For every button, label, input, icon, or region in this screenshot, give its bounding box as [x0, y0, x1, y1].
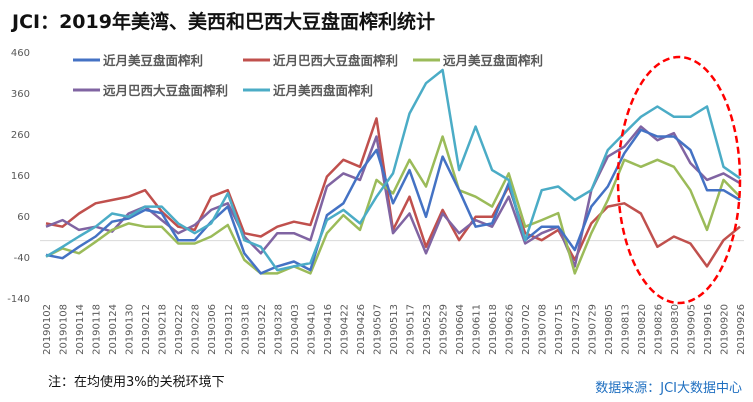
x-tick-label: 20190611 [472, 304, 483, 355]
x-tick-label: 20190124 [108, 304, 119, 355]
x-tick-label: 20190926 [736, 304, 747, 355]
y-tick-label: 160 [11, 171, 30, 182]
legend-label: 远月美豆盘面榨利 [443, 53, 543, 68]
series-line-4 [45, 68, 741, 272]
x-tick-label: 20190729 [587, 304, 598, 355]
legend-label: 近月美豆盘面榨利 [103, 53, 203, 68]
x-tick-label: 20190422 [339, 304, 350, 355]
x-tick-label: 20190212 [141, 304, 152, 355]
x-tick-label: 20190529 [439, 304, 450, 355]
x-tick-label: 20190618 [488, 304, 499, 355]
x-tick-label: 20190523 [422, 304, 433, 355]
y-tick-label: -40 [14, 253, 30, 264]
x-tick-label: 20190805 [604, 304, 615, 355]
x-tick-label: 20190820 [637, 304, 648, 355]
x-tick-label: 20190507 [372, 304, 383, 355]
x-tick-label: 20190222 [174, 304, 185, 355]
x-tick-label: 20190108 [59, 304, 70, 355]
y-tick-label: 460 [11, 48, 30, 59]
y-tick-label: -140 [7, 294, 30, 305]
x-tick-label: 20190517 [406, 304, 417, 355]
series-line-0 [45, 128, 741, 275]
x-tick-label: 20190826 [653, 304, 664, 355]
legend-label: 近月巴西大豆盘面榨利 [273, 53, 398, 68]
y-tick-label: 60 [17, 212, 30, 223]
x-tick-label: 20190626 [505, 304, 516, 355]
x-tick-label: 20190916 [703, 304, 714, 355]
x-tick-label: 20190130 [125, 304, 136, 355]
x-tick-label: 20190410 [306, 304, 317, 355]
x-tick-label: 20190723 [571, 304, 582, 355]
x-tick-label: 20190702 [521, 304, 532, 355]
x-tick-label: 20190604 [455, 304, 466, 355]
x-tick-label: 20190318 [240, 304, 251, 355]
x-tick-label: 20190322 [257, 304, 268, 355]
x-tick-label: 20190118 [92, 304, 103, 355]
series-group [45, 68, 741, 275]
series-line-2 [45, 135, 741, 275]
chart-title: JCI：2019年美湾、美西和巴西大豆盘面榨利统计 [10, 10, 435, 33]
y-tick-label: 260 [11, 130, 30, 141]
x-tick-label: 20190920 [719, 304, 730, 355]
x-tick-label: 20190708 [538, 304, 549, 355]
x-tick-label: 20190905 [686, 304, 697, 355]
x-tick-label: 20190813 [620, 304, 631, 355]
x-tick-label: 20190715 [554, 304, 565, 355]
x-tick-label: 20190426 [356, 304, 367, 355]
x-tick-label: 20190228 [191, 304, 202, 355]
legend-label: 近月美西盘面榨利 [273, 83, 373, 98]
data-source: 数据来源：JCI大数据中心 [595, 381, 742, 396]
y-axis: 460 360 260 160 60 -40 -140 [7, 48, 30, 305]
x-tick-label: 20190328 [273, 304, 284, 355]
x-tick-label: 20190218 [158, 304, 169, 355]
x-tick-label: 20190114 [75, 304, 86, 355]
footnote: 注：在均使用3%的关税环境下 [48, 374, 225, 390]
x-tick-label: 20190312 [224, 304, 235, 355]
x-tick-label: 20190416 [323, 304, 334, 355]
legend-label: 远月巴西大豆盘面榨利 [103, 83, 228, 98]
x-tick-label: 20190513 [389, 304, 400, 355]
x-tick-label: 20190102 [42, 304, 53, 355]
x-tick-label: 20190306 [207, 304, 218, 355]
x-axis: 20190102 20190108 20190114 20190118 20190124… [42, 304, 747, 355]
x-tick-label: 20190403 [290, 304, 301, 355]
highlight-ellipse [616, 55, 742, 305]
series-line-3 [45, 125, 741, 268]
x-tick-label: 20190830 [670, 304, 681, 355]
y-tick-label: 360 [11, 89, 30, 100]
